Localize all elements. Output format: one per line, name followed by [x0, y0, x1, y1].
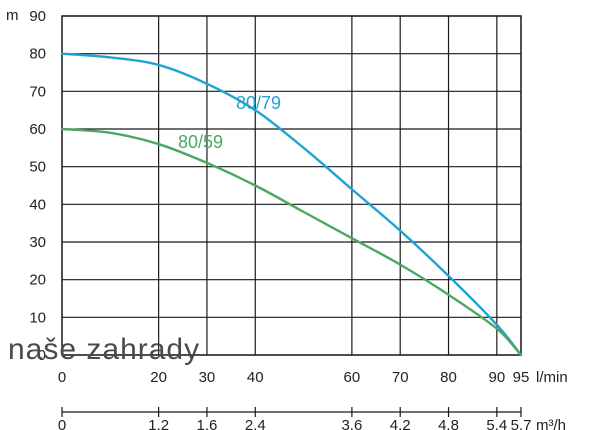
series-lines [60, 52, 523, 357]
y-tick-label-2: 20 [29, 272, 46, 289]
y-tick-label-3: 30 [29, 234, 46, 251]
secondary-tick-label-2: 1,6 [197, 417, 218, 430]
watermark-logo: naše zahrady [8, 333, 200, 366]
x-tick-label-6: 80 [440, 369, 457, 386]
x-tick-label-4: 60 [344, 369, 361, 386]
secondary-tick-label-5: 4,2 [390, 417, 411, 430]
y-tick-label-6: 60 [29, 121, 46, 138]
series-label-1: 80/59 [178, 132, 223, 152]
x-tick-label-0: 0 [58, 369, 66, 386]
x-tick-label-5: 70 [392, 369, 409, 386]
y-tick-label-0: 0 [38, 347, 46, 364]
y-tick-label-8: 80 [29, 46, 46, 63]
x-tick-label-7: 90 [488, 369, 505, 386]
y-tick-label-9: 90 [29, 8, 46, 25]
series-line-0 [60, 52, 523, 357]
labels: 80/79 80/59 [178, 93, 281, 152]
y-tick-label-5: 50 [29, 159, 46, 176]
secondary-tick-label-0: 0 [58, 417, 66, 430]
secondary-tick-label-1: 1,2 [148, 417, 169, 430]
axes: 0 10 20 30 40 50 60 70 80 90 m 0 20 30 40 60 70 80 90 95 l/m… [6, 7, 568, 430]
x-tick-label-2: 30 [199, 369, 216, 386]
y-axis-unit: m [6, 7, 19, 24]
watermark: naše zahrady [8, 333, 200, 366]
secondary-axis-unit: m³/h [536, 417, 566, 430]
x-tick-label-3: 40 [247, 369, 264, 386]
grid [61, 15, 522, 356]
x-tick-label-1: 20 [150, 369, 167, 386]
secondary-tick-label-8: 5,7 [511, 417, 532, 430]
y-tick-label-7: 70 [29, 83, 46, 100]
y-tick-label-1: 10 [29, 309, 46, 326]
secondary-tick-label-7: 5,4 [486, 417, 507, 430]
series-line-1 [60, 127, 523, 357]
series-label-0: 80/79 [236, 93, 281, 113]
x-axis-unit: l/min [536, 369, 568, 386]
secondary-tick-label-6: 4,8 [438, 417, 459, 430]
x-tick-label-8: 95 [513, 369, 530, 386]
y-tick-label-4: 40 [29, 196, 46, 213]
plot-frame [61, 15, 522, 356]
secondary-tick-label-3: 2,4 [245, 417, 266, 430]
secondary-tick-label-4: 3,6 [341, 417, 362, 430]
